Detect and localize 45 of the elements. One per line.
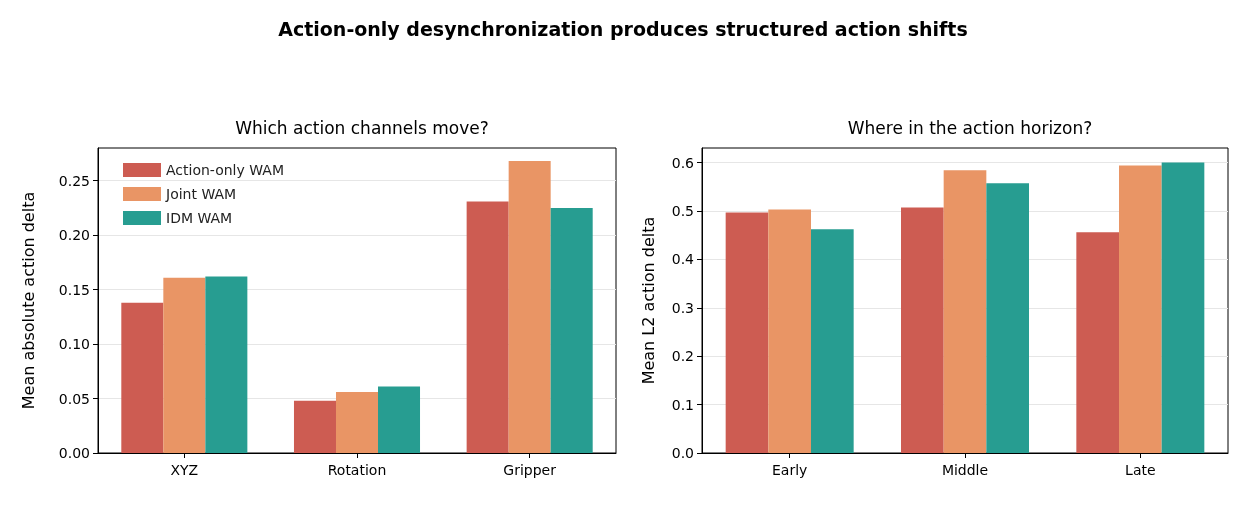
- bar: [163, 277, 206, 453]
- legend-label: Action-only WAM: [166, 162, 284, 178]
- chart-title: Where in the action horizon?: [847, 117, 1093, 138]
- bar: [901, 207, 944, 453]
- y-tick-label: 0.10: [58, 336, 90, 353]
- y-axis-title: Mean absolute action delta: [18, 191, 38, 410]
- legend-label: Joint WAM: [165, 186, 237, 202]
- x-tick-label: Rotation: [327, 462, 387, 478]
- y-tick-label: 0.4: [671, 251, 695, 268]
- x-tick-label: Middle: [941, 462, 989, 478]
- y-tick-label: 0.1: [671, 396, 694, 413]
- chart-title: Action-only desynchronization produces structured action shifts: [277, 18, 969, 40]
- y-tick-label: 0.5: [671, 202, 694, 219]
- bar: [335, 392, 379, 453]
- y-tick-label: 0.3: [671, 299, 694, 316]
- bar: [811, 229, 854, 453]
- y-tick-label: 0.0: [671, 445, 694, 461]
- bar: [1119, 165, 1162, 453]
- x-tick-label: Gripper: [503, 462, 557, 478]
- y-tick-label: 0.15: [58, 281, 90, 298]
- chart-subtitle: Which action channels move?: [235, 117, 489, 138]
- y-tick-label: 0.25: [58, 172, 90, 189]
- x-tick-label: XYZ: [170, 462, 199, 478]
- bar: [205, 276, 248, 453]
- bar: [943, 170, 987, 453]
- bar: [378, 386, 421, 453]
- y-tick-label: 0.05: [58, 390, 90, 407]
- bar: [508, 161, 551, 453]
- legend-label: IDM WAM: [166, 210, 233, 226]
- bar: [293, 400, 336, 453]
- y-tick-label: 0.6: [671, 154, 695, 171]
- bar: [725, 212, 769, 453]
- bar: [986, 183, 1029, 453]
- bar: [768, 209, 811, 453]
- bar: [550, 207, 593, 453]
- y-tick-label: 0.00: [58, 445, 90, 461]
- y-tick-label: 0.2: [671, 348, 694, 365]
- y-axis-title: Mean L2 action delta: [638, 216, 658, 385]
- x-tick-label: Late: [1125, 462, 1156, 478]
- bar: [466, 201, 509, 453]
- x-tick-label: Early: [771, 462, 808, 478]
- bar: [1076, 232, 1119, 453]
- bar: [121, 302, 164, 453]
- y-tick-label: 0.20: [58, 227, 90, 244]
- bar: [1161, 162, 1205, 453]
